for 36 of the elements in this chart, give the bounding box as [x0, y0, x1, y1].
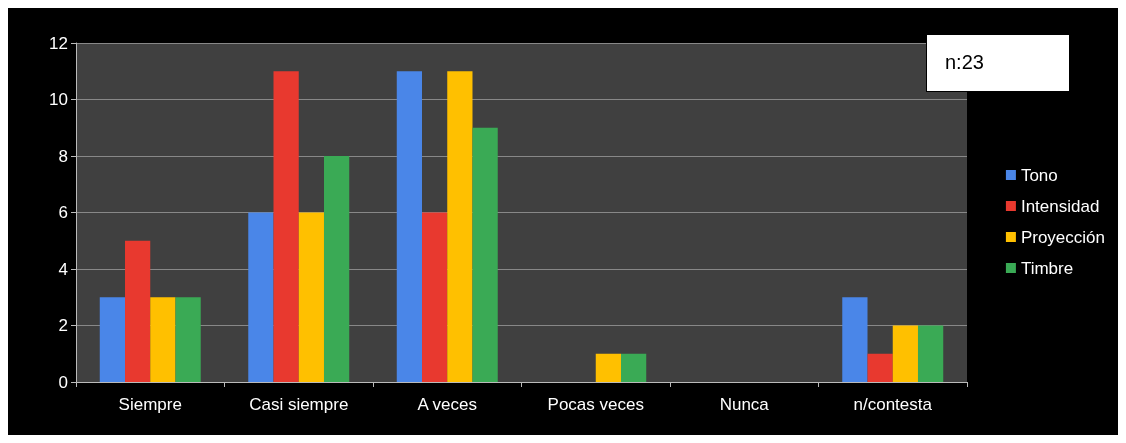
- bar: [175, 297, 201, 382]
- bar: [892, 325, 918, 382]
- bar: [99, 297, 126, 382]
- y-tick-label: 4: [58, 259, 68, 279]
- y-tick-label: 10: [49, 90, 68, 109]
- bar: [472, 127, 498, 382]
- note-box: n:23: [926, 34, 1070, 92]
- bar: [248, 212, 274, 382]
- bar: [842, 297, 868, 382]
- bar: [324, 156, 350, 382]
- y-tick-label: 2: [58, 316, 68, 335]
- x-tick-label: Siempre: [118, 395, 182, 414]
- bar: [918, 325, 944, 382]
- y-tick-label: 0: [58, 372, 68, 392]
- y-tick-label: 8: [58, 146, 68, 166]
- bar: [595, 353, 621, 382]
- x-tick-label: n/contesta: [853, 395, 933, 414]
- bar: [621, 353, 647, 382]
- bar: [298, 212, 324, 382]
- bar: [396, 71, 423, 382]
- y-tick-label: 6: [58, 203, 68, 222]
- x-tick-label: Nunca: [719, 395, 770, 414]
- legend-label: Intensidad: [1020, 196, 1100, 216]
- x-tick-label: Pocas veces: [547, 395, 644, 414]
- x-tick-label: Casi siempre: [249, 395, 349, 414]
- y-tick-label: 12: [49, 33, 68, 53]
- bar: [150, 297, 176, 382]
- bar: [422, 212, 448, 382]
- x-tick-label: A veces: [417, 395, 478, 414]
- bar: [447, 71, 473, 382]
- legend-label: Proyección: [1020, 227, 1106, 247]
- legend-label: Tono: [1020, 165, 1058, 185]
- bar: [867, 353, 893, 382]
- legend-label: Timbre: [1020, 258, 1074, 278]
- bar: [273, 71, 299, 382]
- bar: [125, 240, 151, 382]
